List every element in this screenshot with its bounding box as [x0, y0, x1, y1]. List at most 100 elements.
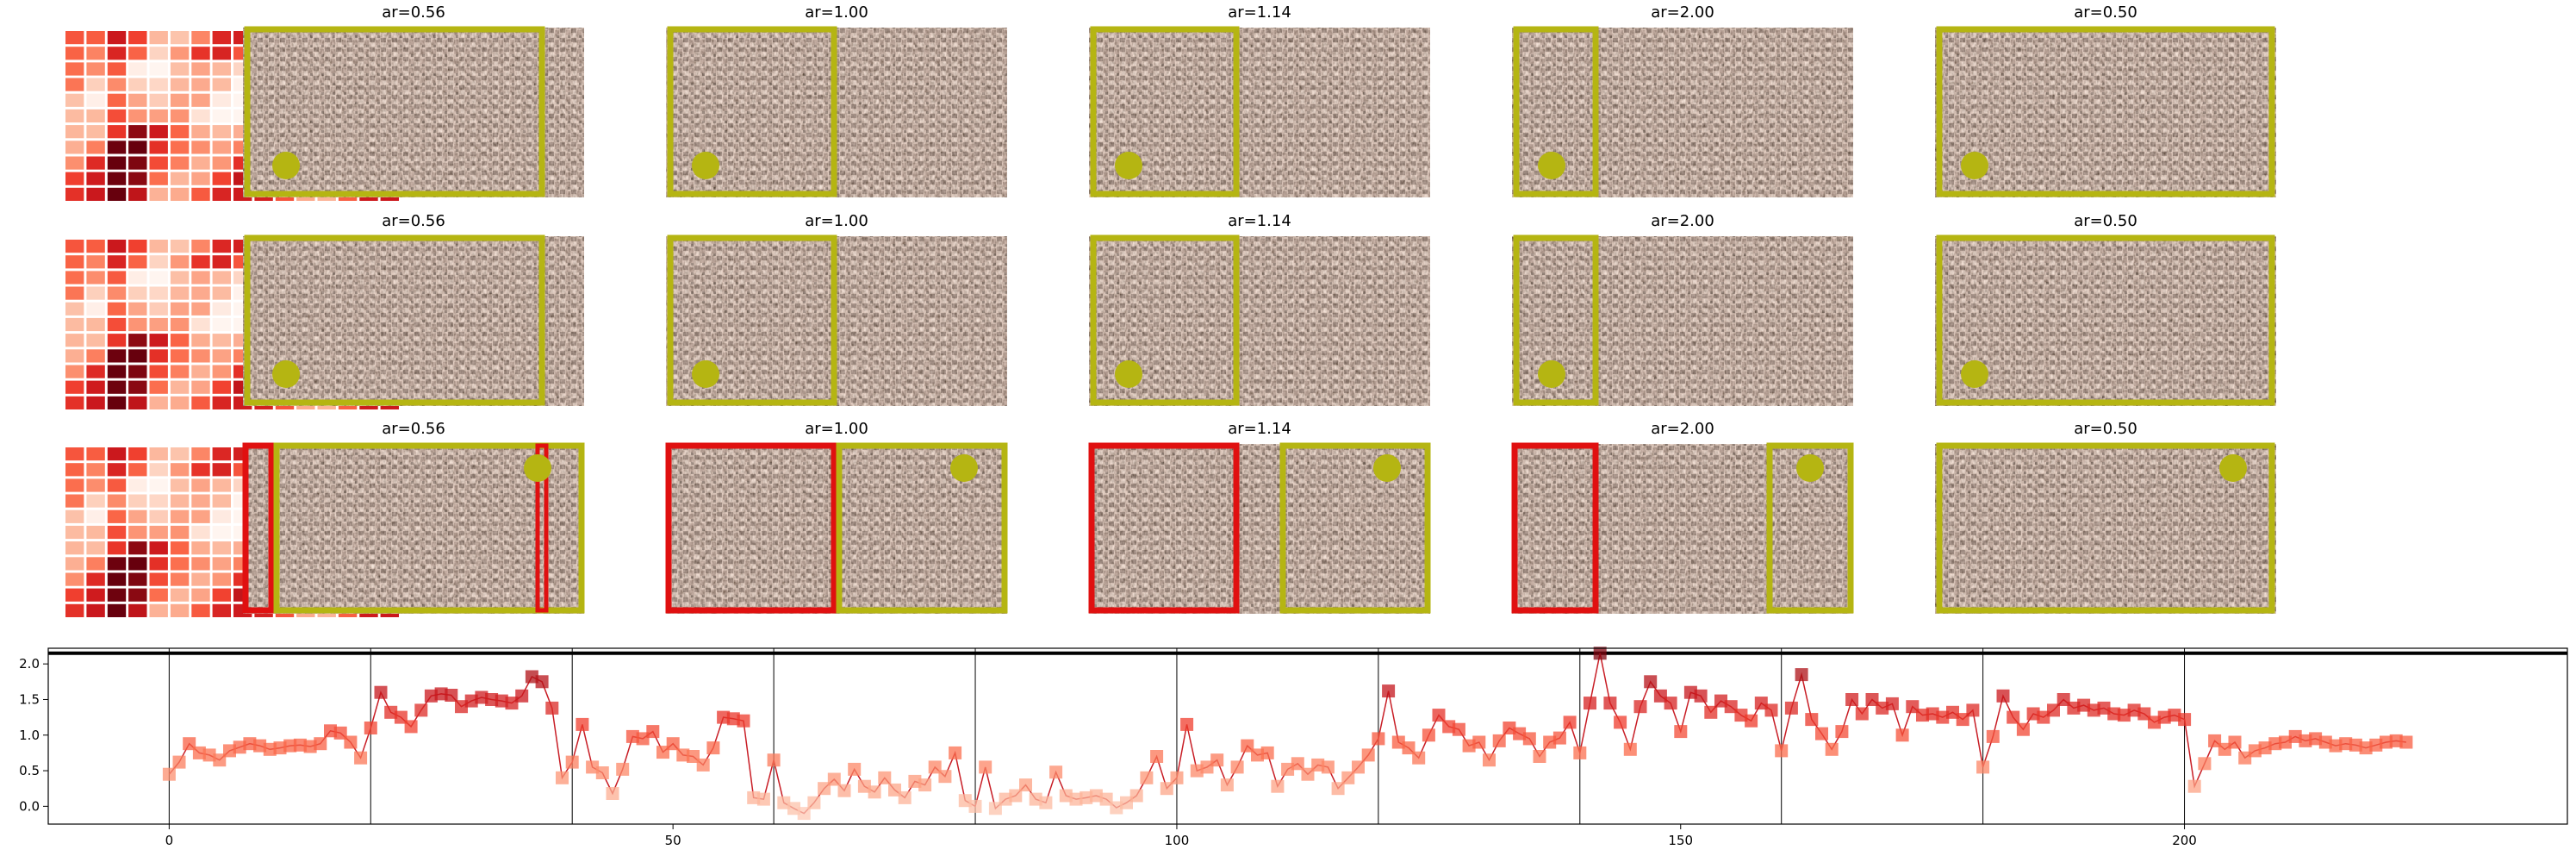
heatmap-cell — [170, 187, 190, 201]
heatmap-cell — [107, 255, 127, 269]
heatmap-cell — [65, 572, 84, 586]
data-point — [324, 724, 337, 738]
data-point — [1271, 779, 1285, 793]
data-point — [253, 739, 267, 753]
heatmap-cell — [212, 317, 231, 332]
heatmap-cell — [107, 172, 127, 185]
heatmap-cell — [170, 349, 190, 363]
heatmap-cell — [149, 478, 168, 492]
y-tick-label: 0.5 — [19, 763, 40, 778]
heatmap-cell — [107, 78, 127, 91]
heatmap-cell — [86, 494, 105, 508]
heatmap-cell — [65, 240, 84, 253]
heatmap-cell — [128, 78, 147, 91]
series-line — [168, 653, 2407, 815]
heatmap-cell — [191, 125, 210, 139]
data-point — [2117, 709, 2131, 722]
image-panel: ar=0.50 — [1935, 3, 2276, 197]
data-point — [1734, 709, 1748, 722]
data-point — [1099, 792, 1113, 806]
heatmap-cell — [86, 172, 105, 185]
data-point — [1664, 697, 1677, 710]
data-point — [1704, 705, 1718, 719]
heatmap-cell — [65, 541, 84, 555]
data-point — [1895, 728, 1909, 742]
data-point — [515, 689, 529, 703]
y-tick-label: 1.5 — [19, 691, 40, 707]
heatmap-cell — [65, 47, 84, 60]
heatmap-cell — [191, 255, 210, 269]
data-point — [1584, 697, 1596, 710]
heatmap-cell — [86, 396, 105, 409]
heatmap-cell — [212, 365, 231, 378]
heatmap-cell — [212, 172, 231, 185]
data-point — [979, 760, 992, 774]
heatmap-cell — [107, 603, 127, 617]
image-panel: ar=0.56 — [243, 3, 584, 197]
heatmap-cell — [65, 93, 84, 107]
line-chart: 0 50 100 150 200 0.0 0.5 1.0 1.5 2.0 — [19, 647, 2568, 848]
heatmap-cell — [191, 541, 210, 555]
heatmap-cell — [170, 78, 190, 91]
photo-texture — [1935, 236, 2276, 406]
heatmap-cell — [212, 31, 231, 45]
data-point — [2148, 715, 2161, 729]
x-tick-label: 0 — [165, 833, 174, 848]
x-tick-label: 150 — [1668, 833, 1693, 848]
data-point — [827, 772, 841, 786]
data-point — [192, 746, 206, 759]
heatmap-cell — [86, 255, 105, 269]
image-panel: ar=1.14 — [1088, 420, 1431, 614]
heatmap-cell — [170, 62, 190, 76]
heatmap-cell — [191, 156, 210, 170]
panel-title: ar=1.00 — [805, 420, 868, 438]
data-point — [2056, 693, 2070, 706]
panel-title: ar=0.56 — [382, 212, 445, 230]
y-tick-label: 2.0 — [19, 656, 40, 672]
heatmap-cell — [149, 380, 168, 394]
heatmap-cell — [86, 509, 105, 523]
heatmap-cell — [128, 271, 147, 284]
data-point — [233, 740, 246, 754]
data-point — [666, 737, 680, 751]
heatmap-cell — [170, 463, 190, 477]
panel-title: ar=0.56 — [382, 3, 445, 22]
data-point — [737, 714, 750, 728]
heatmap-cell — [170, 172, 190, 185]
heatmap-cell — [191, 187, 210, 201]
plot-frame — [47, 647, 2568, 825]
x-tick-label: 50 — [665, 833, 681, 848]
heatmap-cell — [65, 271, 84, 284]
data-point — [1110, 801, 1123, 815]
kept-marker — [1796, 454, 1824, 482]
x-tick-label: 100 — [1165, 833, 1190, 848]
photo-texture — [1935, 28, 2276, 197]
data-point — [1522, 732, 1536, 746]
heatmap-cell — [128, 62, 147, 76]
data-point — [756, 792, 770, 806]
data-point — [928, 760, 942, 774]
data-point — [2218, 742, 2231, 756]
data-point — [303, 740, 317, 753]
heatmap-cell — [149, 557, 168, 571]
heatmap-cell — [212, 603, 231, 617]
data-point — [1724, 700, 1738, 714]
heatmap-cell — [191, 396, 210, 409]
heatmap-cell — [212, 109, 231, 123]
data-point — [1805, 713, 1819, 727]
heatmap-cell — [170, 317, 190, 332]
heatmap-cell — [149, 541, 168, 555]
kept-marker — [1373, 454, 1401, 482]
kept-marker — [1115, 152, 1142, 179]
image-panel: ar=0.56 — [242, 420, 585, 614]
panel-title: ar=0.56 — [382, 420, 445, 438]
data-point — [2127, 703, 2141, 717]
data-point — [1200, 760, 1214, 774]
heatmap-cell — [170, 557, 190, 571]
heatmap-cell — [65, 365, 84, 378]
data-point — [1603, 697, 1617, 710]
heatmap-cell — [191, 47, 210, 60]
heatmap-cell — [86, 240, 105, 253]
data-point — [2349, 738, 2362, 752]
kept-box — [1766, 442, 1854, 614]
